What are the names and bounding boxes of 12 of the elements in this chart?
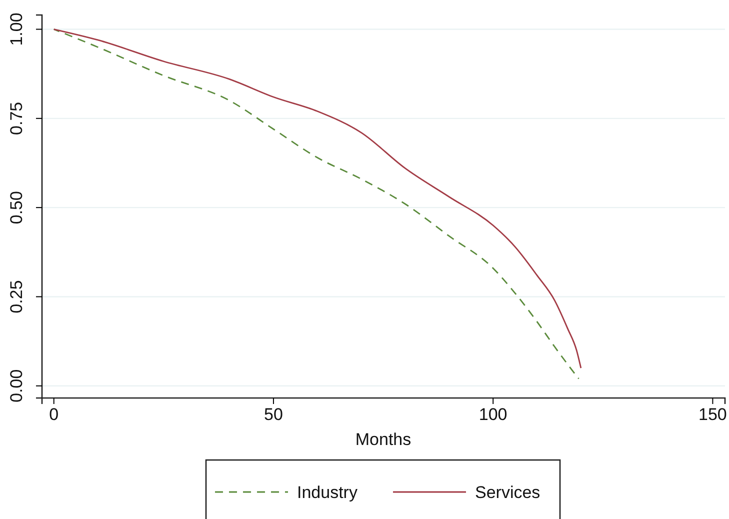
y-tick-label: 0.50 [7,191,26,224]
legend-label: Services [475,483,540,502]
y-tick-label: 0.00 [7,369,26,402]
y-tick-label: 1.00 [7,12,26,46]
y-tick-label: 0.25 [7,280,26,314]
x-tick-label: 100 [478,405,508,424]
legend-label: Industry [297,483,358,502]
x-axis-title: Months [355,430,412,449]
x-tick-label: 0 [49,405,59,424]
y-tick-label: 0.75 [7,102,26,135]
x-tick-label: 50 [264,405,283,424]
x-tick-label: 150 [698,405,727,424]
